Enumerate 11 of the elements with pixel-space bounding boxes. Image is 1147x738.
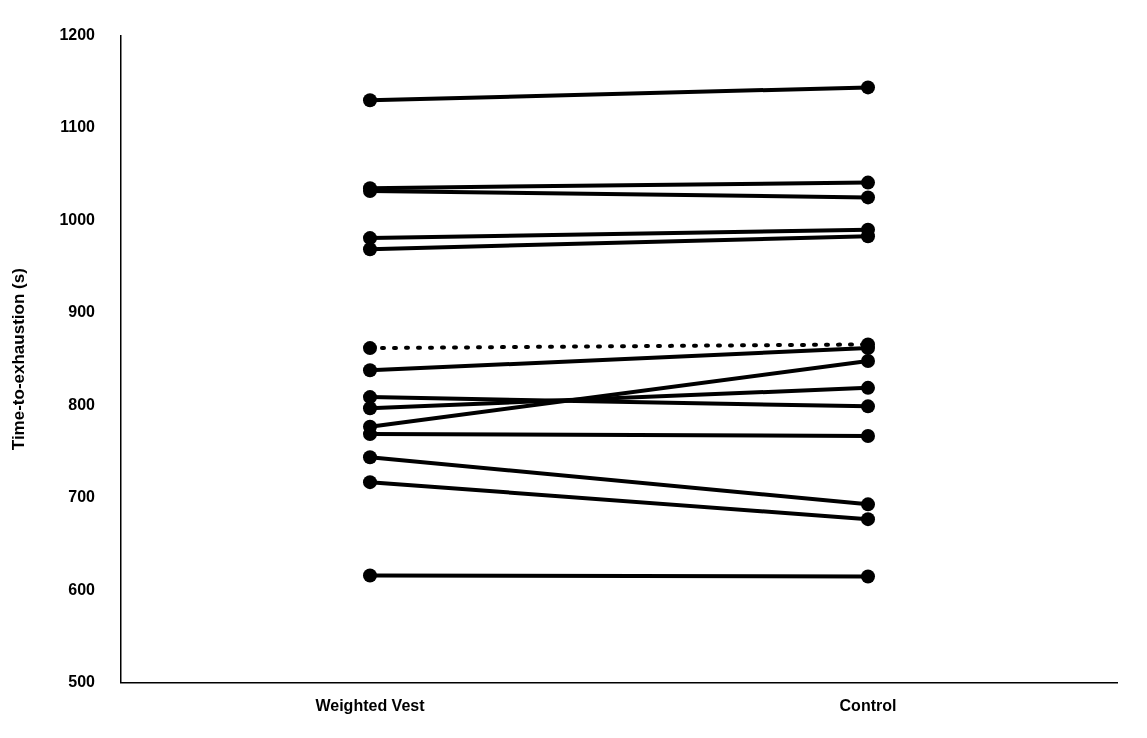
y-tick-label: 600 (68, 580, 96, 598)
y-tick-label: 1200 (59, 26, 96, 44)
y-tick-label: 1100 (60, 118, 96, 136)
y-tick-label: 700 (68, 488, 96, 506)
x-tick-label: Weighted Vest (315, 696, 426, 714)
y-tick-label: 1000 (59, 210, 96, 228)
x-tick-label: Control (839, 696, 897, 714)
y-tick-label: 900 (68, 303, 96, 321)
y-tick-label: 800 (68, 395, 96, 413)
y-tick-label: 500 (68, 673, 96, 691)
y-axis-title: Time-to-exhaustion (s) (8, 268, 28, 451)
